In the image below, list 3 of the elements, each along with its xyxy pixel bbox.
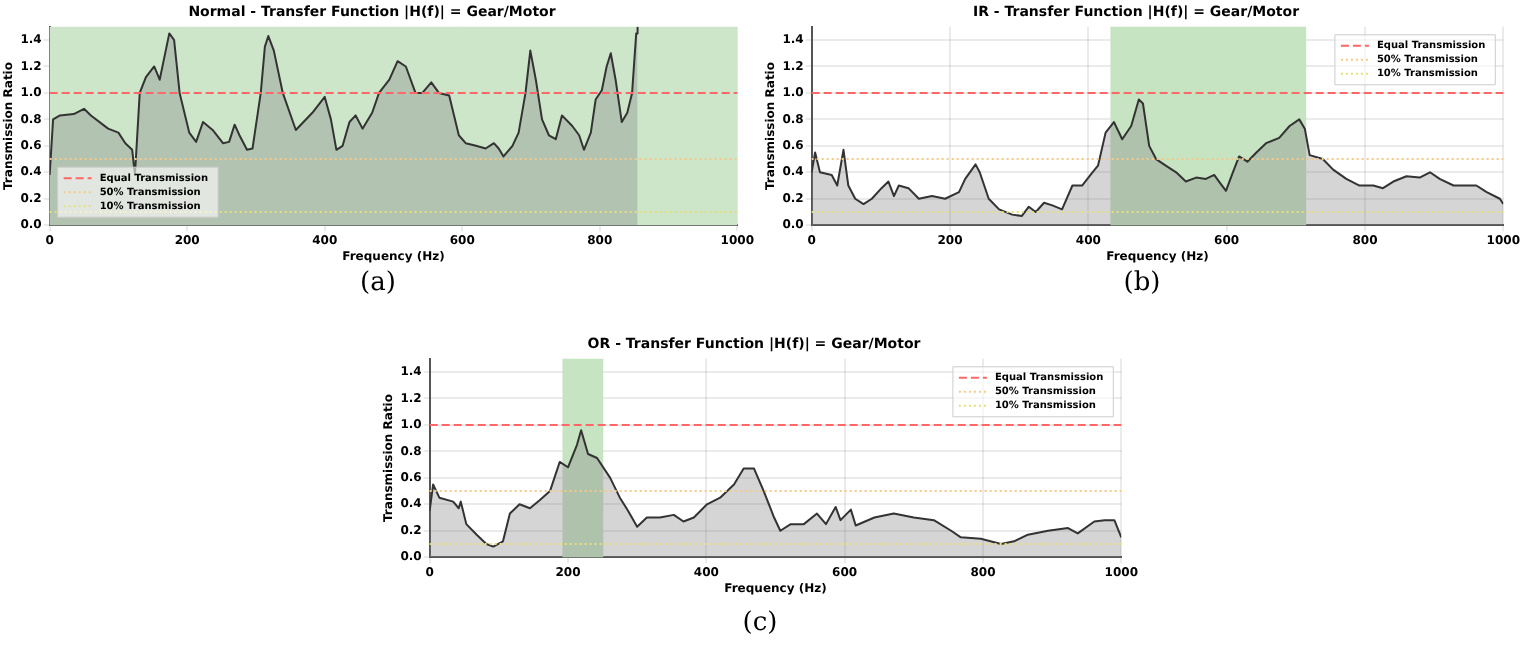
text: (b) [1121, 268, 1163, 298]
text: (c) [740, 608, 780, 638]
text: (a) [358, 268, 398, 298]
